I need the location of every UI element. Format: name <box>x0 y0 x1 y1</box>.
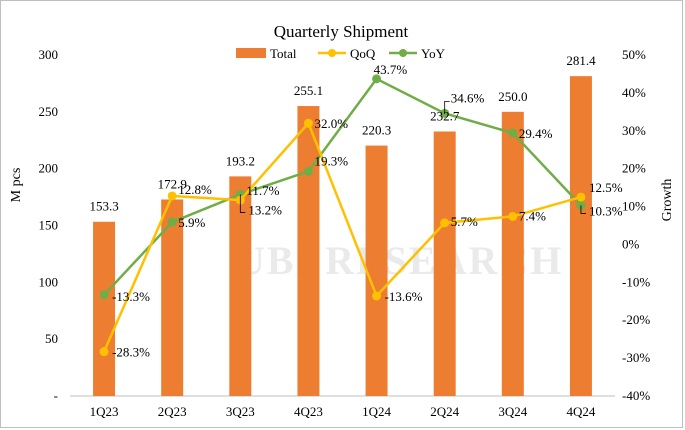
bar-data-label: 250.0 <box>498 89 527 104</box>
bars <box>93 76 592 397</box>
qoq-data-label: 32.0% <box>314 116 348 131</box>
x-tick-label: 4Q24 <box>566 404 595 419</box>
x-tick-label: 2Q24 <box>430 404 459 419</box>
data-labels: 153.3 172.9 193.2 255.1 220.3 232.7 250.0 281.4… <box>89 53 622 360</box>
legend-label-total: Total <box>270 46 297 61</box>
yoy-data-label: 19.3% <box>314 153 348 168</box>
line-yoy <box>103 77 582 296</box>
y2-tick-label: -10% <box>622 274 650 289</box>
qoq-data-label: 5.7% <box>451 214 478 229</box>
legend-marker-qoq <box>328 49 336 57</box>
label-leader-line <box>239 194 246 213</box>
bar-total <box>229 176 252 396</box>
bar-total <box>569 76 592 396</box>
yoy-data-label: -13.3% <box>112 289 150 304</box>
bar-data-label: 172.9 <box>158 176 187 191</box>
y-tick-label: 150 <box>39 218 59 233</box>
point-yoy <box>99 290 109 300</box>
y-tick-label: 200 <box>39 161 59 176</box>
qoq-data-label: 11.7% <box>246 183 279 198</box>
bar-data-label: 281.4 <box>566 53 596 68</box>
bar-total <box>161 199 184 396</box>
chart-title: Quarterly Shipment <box>274 22 409 41</box>
x-tick-label: 3Q23 <box>226 404 255 419</box>
bar-data-label: 193.2 <box>226 153 255 168</box>
y2-tick-label: 20% <box>622 161 646 176</box>
y-tick-label: 100 <box>39 274 59 289</box>
yoy-data-label: 43.7% <box>374 62 408 77</box>
y2-tick-label: -30% <box>622 350 650 365</box>
y-tick-label: 50 <box>45 331 58 346</box>
point-yoy <box>508 128 518 138</box>
line-qoq <box>102 120 582 353</box>
point-yoy <box>167 217 177 227</box>
yoy-data-label: 5.9% <box>178 215 205 230</box>
legend-label-qoq: QoQ <box>350 46 376 61</box>
yoy-data-label: 10.3% <box>589 203 623 218</box>
legend-marker-yoy <box>399 49 407 57</box>
y2-axis-label: Growth <box>660 179 675 222</box>
bar-data-label: 220.3 <box>362 123 391 138</box>
label-leader-line <box>444 100 450 114</box>
point-qoq <box>576 192 586 202</box>
y-tick-label: - <box>54 388 58 403</box>
legend: Total QoQ YoY <box>236 46 446 61</box>
y2-tick-label: 10% <box>622 199 646 214</box>
bar-total <box>433 131 456 396</box>
point-qoq <box>99 347 109 357</box>
qoq-data-label: 12.5% <box>589 180 623 195</box>
bar-data-label: 255.1 <box>294 83 323 98</box>
x-tick-label: 1Q24 <box>362 404 391 419</box>
bar-data-label: 232.7 <box>430 108 460 123</box>
y2-tick-label: 40% <box>622 85 646 100</box>
qoq-data-label: -13.6% <box>385 289 423 304</box>
point-qoq <box>303 118 313 128</box>
y2-tick-label: -20% <box>622 312 650 327</box>
bar-total <box>365 145 388 396</box>
point-yoy <box>303 166 313 176</box>
x-tick-label: 1Q23 <box>90 404 119 419</box>
qoq-data-label: 7.4% <box>519 208 546 223</box>
bar-total <box>93 221 116 396</box>
point-qoq <box>372 291 382 301</box>
x-tick-label: 3Q24 <box>498 404 527 419</box>
x-tick-label: 2Q23 <box>158 404 187 419</box>
x-tick-label: 4Q23 <box>294 404 323 419</box>
label-leader-line <box>580 205 586 214</box>
y-tick-label: 250 <box>39 104 59 119</box>
qoq-data-label: -28.3% <box>112 345 150 360</box>
y2-tick-label: 50% <box>622 47 646 62</box>
y-axis-label: M pcs <box>9 168 24 203</box>
y2-tick-label: -40% <box>622 388 650 403</box>
point-qoq <box>167 191 177 201</box>
point-qoq <box>440 218 450 228</box>
yoy-data-label: 13.2% <box>248 202 282 217</box>
y-tick-label: 300 <box>39 47 59 62</box>
legend-label-yoy: YoY <box>421 46 446 61</box>
qoq-data-label: 12.8% <box>178 182 212 197</box>
point-yoy <box>372 74 382 84</box>
point-qoq <box>508 211 518 221</box>
bar-data-label: 153.3 <box>89 199 118 214</box>
y2-tick-label: 30% <box>622 123 646 138</box>
yoy-data-label: 29.4% <box>519 126 553 141</box>
y2-tick-label: 0% <box>622 236 640 251</box>
legend-swatch-total <box>236 48 266 58</box>
lines <box>99 74 586 357</box>
bar-total <box>297 106 320 397</box>
bar-total <box>501 111 524 396</box>
yoy-data-label: 34.6% <box>451 90 485 105</box>
axes: - 50 100 150 200 250 300 -40% -30% -20% -10% 0% 10% 2… <box>39 47 651 419</box>
